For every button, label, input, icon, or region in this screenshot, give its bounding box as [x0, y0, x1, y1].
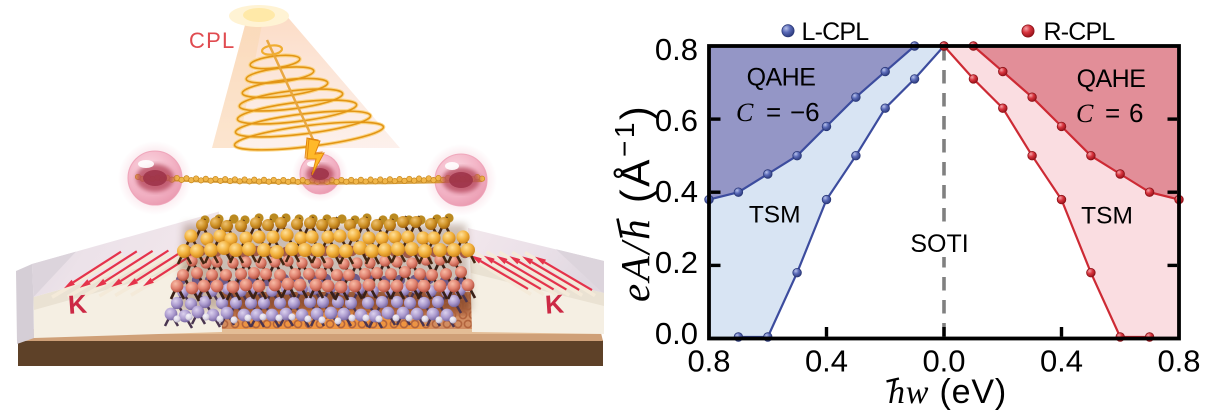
svg-text:0.2: 0.2 [655, 245, 698, 280]
svg-text:TSM: TSM [1081, 203, 1133, 230]
svg-text:0.0: 0.0 [922, 344, 965, 379]
svg-text:0.6: 0.6 [655, 103, 698, 138]
svg-text:R-CPL: R-CPL [1044, 18, 1116, 46]
svg-text:hw (eV): hw (eV) [888, 373, 1007, 411]
svg-text:0.4: 0.4 [1040, 344, 1083, 379]
svg-text:0.8: 0.8 [1157, 344, 1200, 379]
svg-text:0.4: 0.4 [655, 174, 698, 209]
svg-text:TSM: TSM [749, 201, 801, 228]
svg-text:K: K [67, 289, 88, 320]
svg-text:0.4: 0.4 [805, 344, 848, 379]
svg-text:C=−6: C = −6 [736, 97, 820, 127]
svg-text:QAHE: QAHE [1077, 65, 1146, 93]
svg-text:CPL: CPL [189, 28, 235, 53]
svg-text:C=6: C = 6 [1076, 98, 1143, 128]
svg-text:0.8: 0.8 [655, 32, 698, 67]
svg-text:K: K [544, 288, 565, 319]
svg-text:SOTI: SOTI [910, 230, 968, 258]
svg-text:0.8: 0.8 [687, 344, 730, 379]
svg-text:QAHE: QAHE [747, 64, 816, 92]
svg-text:L-CPL: L-CPL [802, 18, 870, 46]
svg-text:0.0: 0.0 [655, 316, 698, 351]
